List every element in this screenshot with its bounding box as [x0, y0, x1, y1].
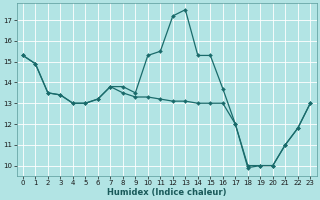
X-axis label: Humidex (Indice chaleur): Humidex (Indice chaleur)	[107, 188, 226, 197]
